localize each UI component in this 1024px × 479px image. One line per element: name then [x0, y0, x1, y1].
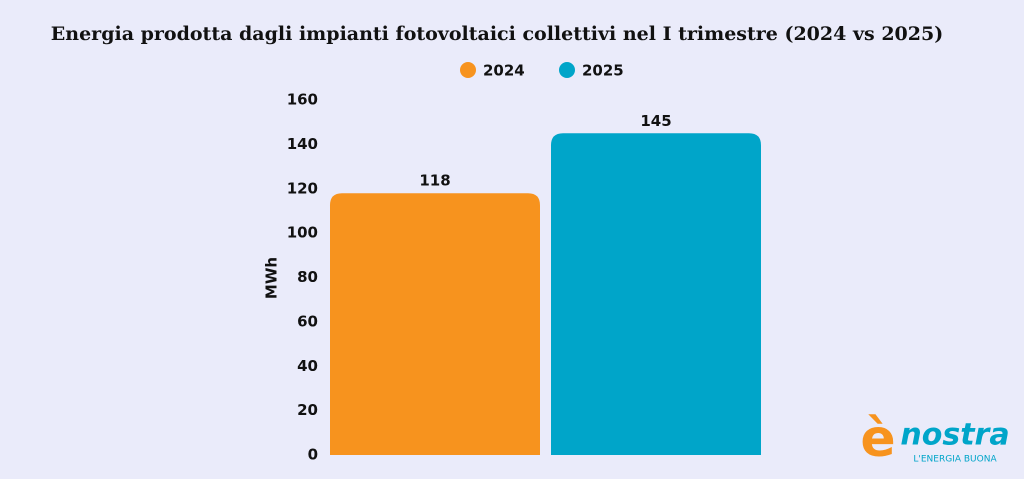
chart-title: Energia prodotta dagli impianti fotovolt… [51, 23, 943, 45]
y-tick-label: 60 [297, 312, 318, 330]
bar [330, 193, 540, 455]
legend-swatch [559, 62, 575, 78]
y-tick-label: 20 [297, 401, 318, 419]
y-tick-label: 40 [297, 357, 318, 375]
y-tick-label: 160 [287, 91, 318, 109]
bar [551, 133, 761, 455]
y-tick-label: 100 [287, 224, 318, 242]
y-tick-label: 0 [308, 446, 318, 464]
y-tick-label: 140 [287, 135, 318, 153]
y-tick-label: 120 [287, 179, 318, 197]
value-label: 118 [419, 172, 450, 190]
y-tick-label: 80 [297, 268, 318, 286]
logo-tagline: L'ENERGIA BUONA [913, 455, 997, 465]
logo-mark: è [860, 409, 895, 469]
y-axis-label: MWh [263, 257, 281, 299]
legend-label: 2024 [483, 62, 525, 80]
value-label: 145 [640, 112, 671, 130]
logo-name: nostra [900, 418, 1009, 453]
legend-label: 2025 [582, 62, 624, 80]
legend-swatch [460, 62, 476, 78]
